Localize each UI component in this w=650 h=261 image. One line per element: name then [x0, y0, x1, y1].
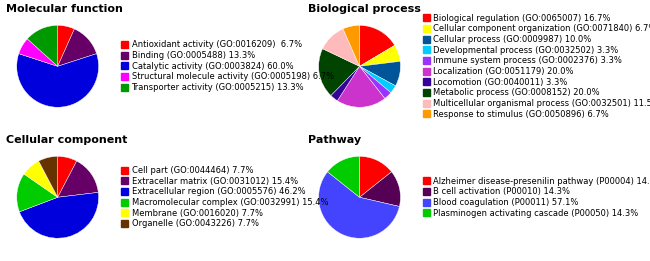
Wedge shape: [17, 54, 99, 107]
Wedge shape: [343, 25, 359, 66]
Wedge shape: [328, 156, 359, 197]
Wedge shape: [359, 66, 395, 93]
Legend: Biological regulation (GO:0065007) 16.7%, Cellular component organization (GO:00: Biological regulation (GO:0065007) 16.7%…: [422, 14, 650, 119]
Wedge shape: [337, 66, 385, 107]
Wedge shape: [19, 39, 58, 66]
Wedge shape: [359, 156, 391, 197]
Text: Molecular function: Molecular function: [6, 4, 124, 14]
Wedge shape: [359, 25, 395, 66]
Wedge shape: [38, 156, 58, 197]
Wedge shape: [58, 161, 98, 197]
Wedge shape: [20, 192, 99, 238]
Wedge shape: [322, 29, 359, 66]
Wedge shape: [27, 25, 58, 66]
Wedge shape: [58, 156, 77, 197]
Wedge shape: [318, 49, 359, 96]
Wedge shape: [359, 61, 400, 86]
Text: Cellular component: Cellular component: [6, 135, 128, 145]
Wedge shape: [331, 66, 359, 101]
Wedge shape: [318, 172, 400, 238]
Legend: Cell part (GO:0044464) 7.7%, Extracellar matrix (GO:0031012) 15.4%, Extracellula: Cell part (GO:0044464) 7.7%, Extracellar…: [121, 166, 328, 228]
Wedge shape: [24, 161, 58, 197]
Wedge shape: [359, 66, 391, 98]
Text: Pathway: Pathway: [308, 135, 361, 145]
Wedge shape: [58, 25, 74, 66]
Wedge shape: [17, 174, 58, 212]
Wedge shape: [58, 29, 97, 66]
Legend: Alzheimer disease-presenilin pathway (P00004) 14.3%, B cell activation (P00010) : Alzheimer disease-presenilin pathway (P0…: [422, 177, 650, 218]
Wedge shape: [359, 172, 400, 206]
Text: Biological process: Biological process: [308, 4, 421, 14]
Wedge shape: [359, 45, 400, 66]
Legend: Antioxidant activity (GO:0016209)  6.7%, Binding (GO:0005488) 13.3%, Catalytic a: Antioxidant activity (GO:0016209) 6.7%, …: [121, 40, 333, 92]
